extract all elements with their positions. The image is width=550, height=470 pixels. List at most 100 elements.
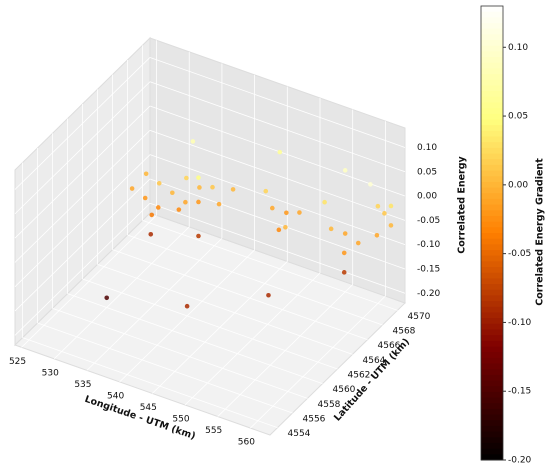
colorbar-step	[481, 57, 503, 64]
colorbar-step	[481, 301, 503, 308]
point	[196, 233, 201, 239]
colorbar-step	[481, 17, 503, 24]
point	[196, 199, 201, 205]
point	[183, 199, 188, 205]
colorbar-step	[481, 142, 503, 149]
colorbar-step	[481, 414, 503, 421]
colorbar-step	[481, 306, 503, 313]
z-tick-label: 0.10	[417, 143, 437, 153]
colorbar-step	[481, 79, 503, 86]
z-tick-label: -0.20	[417, 289, 441, 299]
point	[190, 139, 196, 144]
colorbar-tick-label: 0.00	[508, 180, 528, 190]
colorbar-step	[481, 329, 503, 336]
colorbar-step	[481, 289, 503, 296]
colorbar-step	[481, 346, 503, 353]
grid-line	[82, 278, 338, 370]
colorbar-step	[481, 85, 503, 92]
colorbar-step	[481, 374, 503, 382]
grid-line	[149, 105, 406, 197]
colorbar-step	[481, 448, 503, 455]
point	[341, 270, 347, 275]
x-tick-label: 525	[9, 357, 26, 367]
point	[104, 295, 110, 301]
point	[276, 227, 282, 233]
point	[196, 175, 201, 180]
y-tick-label: 4560	[333, 385, 356, 395]
colorbar-step	[481, 130, 503, 138]
point	[129, 186, 135, 191]
colorbar-step	[481, 261, 503, 268]
colorbar-step	[481, 369, 503, 376]
grid-line	[22, 337, 278, 429]
grid-line	[149, 129, 406, 221]
grid-line	[52, 307, 308, 399]
point	[216, 201, 222, 207]
colorbar-tick-label: -0.15	[508, 387, 531, 397]
point	[266, 292, 271, 298]
x-tick-label: 550	[172, 415, 189, 425]
colorbar-step	[481, 335, 503, 342]
colorbar-step	[481, 363, 503, 370]
y-tick-label: 4556	[303, 415, 326, 425]
colorbar-tick-label: -0.20	[508, 456, 532, 466]
colorbar-step	[481, 454, 503, 461]
colorbar-step	[481, 386, 503, 393]
colorbar-step	[481, 318, 503, 325]
grid-line	[14, 81, 151, 215]
colorbar-step	[481, 255, 503, 262]
colorbar-step	[481, 352, 503, 359]
colorbar-step	[481, 147, 503, 155]
colorbar-step	[481, 238, 503, 245]
colorbar-step	[481, 215, 503, 223]
y-tick-label: 4568	[393, 327, 416, 337]
colorbar-step	[481, 210, 503, 217]
colorbar-step	[481, 244, 503, 251]
colorbar-step	[481, 23, 503, 30]
grid-line	[112, 249, 368, 341]
point	[142, 195, 148, 201]
colorbar-step	[481, 431, 503, 438]
z-tick-label: -0.15	[417, 264, 440, 274]
colorbar-step	[481, 250, 503, 257]
x-tick-label: 530	[42, 368, 59, 378]
colorbar-step	[481, 68, 503, 75]
colorbar-step	[481, 136, 503, 143]
colorbar-frame	[480, 5, 504, 461]
colorbar-step	[481, 323, 503, 330]
colorbar-step	[481, 267, 503, 274]
point	[374, 232, 380, 238]
point	[176, 207, 182, 212]
grid-line	[97, 263, 353, 355]
grid-line	[14, 154, 151, 287]
point	[184, 175, 189, 181]
colorbar-step	[481, 51, 503, 58]
z-axis-label: Correlated Energy	[457, 155, 468, 253]
colorbar-tick-label: -0.10	[508, 318, 532, 328]
colorbar-step	[481, 437, 503, 444]
colorbar-step	[481, 108, 503, 115]
z-tick-label: -0.10	[417, 240, 441, 250]
grid-line	[14, 105, 151, 239]
x-tick-label: 535	[74, 380, 91, 390]
point	[297, 210, 302, 215]
colorbar-step	[481, 45, 503, 52]
colorbar-step	[481, 221, 503, 228]
colorbar-step	[481, 312, 503, 319]
point	[143, 171, 149, 177]
colorbar-step	[481, 420, 503, 427]
point	[197, 185, 202, 190]
grid-line	[14, 130, 151, 263]
colorbar-step	[481, 181, 503, 189]
point	[156, 180, 162, 186]
point	[284, 210, 289, 216]
colorbar-step	[481, 408, 503, 416]
z-tick-label: 0.05	[417, 167, 437, 177]
colorbar-step	[481, 391, 503, 399]
point	[375, 203, 381, 209]
z-tick-label: -0.05	[417, 216, 440, 226]
y-tick-label: 4558	[318, 400, 341, 410]
point	[341, 250, 347, 256]
colorbar-step	[481, 91, 503, 98]
colorbar-step	[481, 176, 503, 183]
